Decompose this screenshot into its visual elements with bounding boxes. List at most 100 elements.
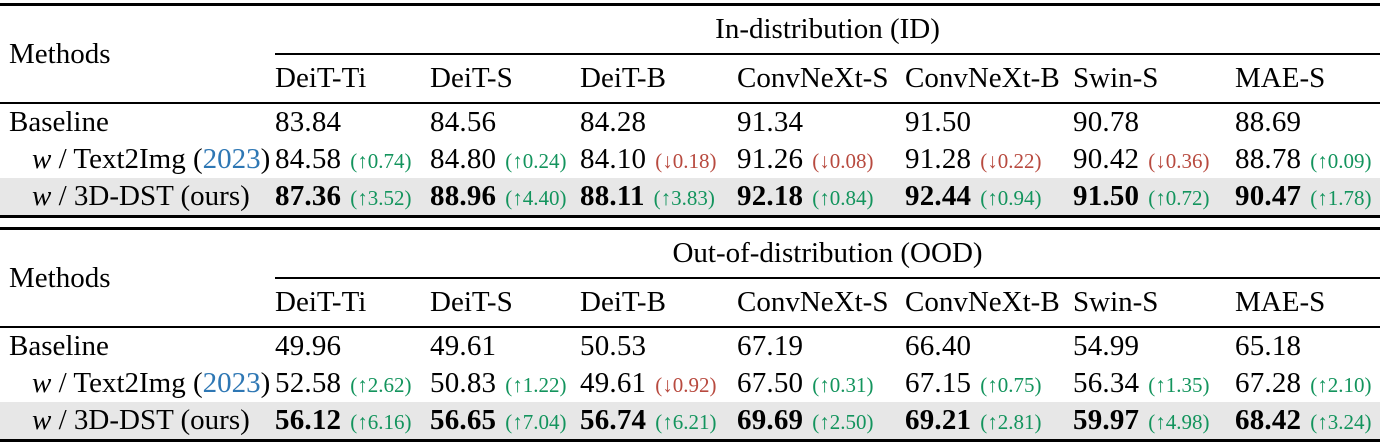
delta-up-arrow: (↑3.52) [350,186,412,210]
delta-up-arrow: (↑0.09) [1310,149,1372,173]
score-cell: 90.78 [1073,103,1235,141]
score-cell: 66.40 [905,327,1073,365]
table-row: w / Text2Img (2023) 52.58 (↑2.62) 50.83 (↑1.… [0,365,1380,402]
delta-up-arrow: (↑1.35) [1148,373,1210,397]
score-cell: 91.26 (↓0.08) [737,141,905,178]
delta-up-arrow: (↑2.62) [350,373,412,397]
score-value: 88.96 [430,180,497,212]
model-header-row: DeiT-Ti DeiT-S DeiT-B ConvNeXt-S ConvNeXt-B S… [0,54,1380,104]
method-label: Baseline [0,103,275,141]
method-label-text: / Text2Img ( [51,143,203,175]
column-header-deit-b: DeiT-B [580,54,737,104]
score-cell: 65.18 [1235,327,1380,365]
citation-link[interactable]: 2023 [202,143,261,175]
score-value: 69.69 [737,404,804,436]
score-cell: 84.56 [430,103,580,141]
score-cell: 52.58 (↑2.62) [275,365,430,402]
delta-up-arrow: (↑7.04) [505,410,567,434]
delta-up-arrow: (↑6.16) [350,410,412,434]
score-cell: 84.58 (↑0.74) [275,141,430,178]
delta-down-arrow: (↓0.36) [1148,149,1210,173]
score-value: 67.15 [905,367,972,399]
score-value: 91.50 [905,106,972,138]
method-label-text: ) [260,367,271,399]
score-cell: 67.28 (↑2.10) [1235,365,1380,402]
score-cell: 50.83 (↑1.22) [430,365,580,402]
score-value: 84.28 [580,106,647,138]
score-cell: 69.21 (↑2.81) [905,402,1073,441]
score-value: 84.10 [580,143,647,175]
delta-up-arrow: (↑0.31) [812,373,874,397]
table-row: w / 3D-DST (ours) 87.36 (↑3.52) 88.96 (↑4.40… [0,178,1380,217]
score-value: 67.50 [737,367,804,399]
score-cell: 54.99 [1073,327,1235,365]
score-value: 91.26 [737,143,804,175]
score-cell: 88.96 (↑4.40) [430,178,580,217]
method-label-text: / 3D-DST (ours) [51,180,250,212]
column-header-swin-s: Swin-S [1073,278,1235,328]
score-value: 56.65 [430,404,497,436]
delta-down-arrow: (↓0.92) [655,373,717,397]
score-value: 88.11 [580,180,645,212]
score-cell: 84.80 (↑0.24) [430,141,580,178]
score-cell: 91.28 (↓0.22) [905,141,1073,178]
method-label-text: w [32,404,52,436]
column-header-deit-b: DeiT-B [580,278,737,328]
method-label-text: / Text2Img ( [51,367,203,399]
table-row: Baseline 49.96 49.61 50.53 67.19 66.40 54.99 65… [0,327,1380,365]
model-header-row: DeiT-Ti DeiT-S DeiT-B ConvNeXt-S ConvNeXt-B S… [0,278,1380,328]
score-value: 90.47 [1235,180,1302,212]
score-cell: 56.12 (↑6.16) [275,402,430,441]
score-value: 91.34 [737,106,804,138]
score-cell: 84.10 (↓0.18) [580,141,737,178]
score-value: 83.84 [275,106,342,138]
delta-up-arrow: (↑3.83) [653,186,715,210]
score-cell: 56.65 (↑7.04) [430,402,580,441]
score-value: 92.44 [905,180,972,212]
score-value: 84.80 [430,143,497,175]
delta-up-arrow: (↑0.84) [812,186,874,210]
method-label-text: Baseline [9,330,109,362]
score-value: 84.56 [430,106,497,138]
score-cell: 88.69 [1235,103,1380,141]
method-label-text: w [32,367,52,399]
method-label: w / Text2Img (2023) [0,141,275,178]
score-cell: 67.15 (↑0.75) [905,365,1073,402]
score-value: 91.50 [1073,180,1140,212]
method-label: w / 3D-DST (ours) [0,402,275,441]
score-cell: 49.61 [430,327,580,365]
score-value: 56.12 [275,404,342,436]
delta-up-arrow: (↑0.75) [980,373,1042,397]
column-header-mae-s: MAE-S [1235,278,1380,328]
delta-up-arrow: (↑1.22) [505,373,567,397]
score-cell: 91.50 (↑0.72) [1073,178,1235,217]
score-value: 88.69 [1235,106,1302,138]
column-header-deit-s: DeiT-S [430,278,580,328]
delta-up-arrow: (↑0.72) [1148,186,1210,210]
delta-up-arrow: (↑0.24) [505,149,567,173]
delta-down-arrow: (↓0.18) [655,149,717,173]
method-label: Baseline [0,327,275,365]
score-cell: 88.78 (↑0.09) [1235,141,1380,178]
method-label: w / Text2Img (2023) [0,365,275,402]
method-label: w / 3D-DST (ours) [0,178,275,217]
ood-results-table: Methods Out-of-distribution (OOD) DeiT-T… [0,227,1380,442]
score-value: 49.61 [430,330,497,362]
score-cell: 84.28 [580,103,737,141]
citation-link[interactable]: 2023 [202,367,261,399]
table-row: Baseline 83.84 84.56 84.28 91.34 91.50 90.78 88… [0,103,1380,141]
method-label-text: / 3D-DST (ours) [51,404,250,436]
score-value: 49.61 [580,367,647,399]
score-cell: 67.50 (↑0.31) [737,365,905,402]
method-label-text: w [32,143,52,175]
delta-down-arrow: (↓0.08) [812,149,874,173]
score-value: 56.34 [1073,367,1140,399]
delta-up-arrow: (↑6.21) [655,410,717,434]
group-header-ood: Out-of-distribution (OOD) [275,228,1380,279]
score-value: 69.21 [905,404,972,436]
ood-table-body: Baseline 49.96 49.61 50.53 67.19 66.40 54.99 65… [0,327,1380,441]
methods-column-header: Methods [0,228,275,328]
method-label-text: ) [260,143,271,175]
delta-up-arrow: (↑3.24) [1310,410,1372,434]
score-cell: 56.34 (↑1.35) [1073,365,1235,402]
